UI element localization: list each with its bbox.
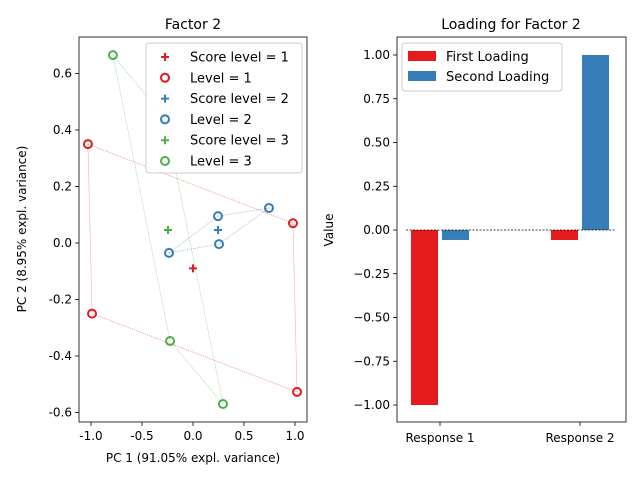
- legend-circle-marker: [160, 72, 170, 83]
- legend-label: Score level = 2: [190, 92, 289, 107]
- legend-plus-marker: [161, 136, 169, 145]
- right-legend: First Loading Second Loading: [401, 42, 563, 92]
- legend-plus-marker: [161, 53, 169, 61]
- y-tick-label: 0.0: [53, 236, 72, 250]
- hull-outline-3: [168, 207, 270, 254]
- score-point: [189, 264, 197, 273]
- y-tick-label: −0.25: [353, 267, 390, 281]
- left-title: Factor 2: [165, 17, 221, 33]
- y-tick-label: 0.00: [363, 223, 390, 237]
- y-tick-label: −1.00: [353, 398, 390, 412]
- level-point: [217, 399, 228, 410]
- legend-circle-marker: [160, 114, 170, 125]
- level-point: [164, 247, 175, 258]
- legend-label: Level = 3: [190, 155, 252, 170]
- bar-plot: Loading for Factor 2 Response 1 Response …: [322, 17, 627, 445]
- y-tick-label: -0.6: [49, 406, 72, 420]
- hull-outline-1: [87, 143, 298, 393]
- level-point: [87, 308, 98, 319]
- level-point: [287, 218, 298, 229]
- legend-plus-marker: [161, 94, 169, 103]
- y-tick-label: 0.75: [363, 92, 390, 106]
- y-tick-label: 0.25: [363, 179, 390, 193]
- y-tick-label: 1.00: [363, 48, 390, 62]
- legend-label: Level = 2: [190, 113, 252, 128]
- y-tick-label: −0.50: [353, 311, 390, 325]
- right-axes-frame: [396, 36, 627, 423]
- bar: [551, 230, 578, 240]
- y-tick-label: -0.2: [49, 293, 72, 307]
- y-tick-label: 0.6: [53, 67, 72, 81]
- left-xlabel: PC 1 (91.05% expl. variance): [106, 451, 280, 465]
- level-point: [292, 386, 303, 397]
- level-point: [107, 50, 118, 61]
- level-point: [82, 139, 93, 150]
- bar: [582, 55, 609, 230]
- right-title: Loading for Factor 2: [441, 17, 581, 33]
- bar: [411, 230, 438, 405]
- bar: [442, 230, 469, 240]
- x-tick-label: 0.5: [234, 429, 253, 443]
- legend-swatch: [408, 71, 436, 81]
- level-point: [165, 336, 176, 347]
- y-tick-label: -0.4: [49, 349, 72, 363]
- legend-label: Second Loading: [446, 70, 549, 85]
- category-label: Response 1: [405, 431, 474, 445]
- category-label: Response 2: [545, 431, 614, 445]
- right-ylabel: Value: [322, 214, 336, 247]
- y-tick-label: 0.50: [363, 136, 390, 150]
- legend-label: Score level = 1: [190, 51, 289, 66]
- legend-swatch: [408, 51, 436, 61]
- level-point: [214, 239, 225, 250]
- level-point: [263, 202, 274, 213]
- left-ylabel: PC 2 (8.95% expl. variance): [15, 146, 29, 313]
- x-tick-label: -0.5: [130, 429, 153, 443]
- score-point: [213, 226, 222, 235]
- legend-circle-marker: [160, 156, 170, 166]
- legend-label: Score level = 3: [190, 134, 289, 149]
- legend-box: [401, 42, 563, 92]
- x-tick-label: -1.0: [79, 429, 102, 443]
- level-point: [212, 211, 223, 222]
- legend-label: Level = 1: [190, 71, 252, 86]
- legend-label: First Loading: [446, 50, 529, 65]
- y-tick-label: 0.2: [53, 180, 72, 194]
- x-tick-label: 0.0: [183, 429, 202, 443]
- score-point: [164, 226, 173, 235]
- y-tick-label: −0.75: [353, 354, 390, 368]
- scatter-plot: Factor 2 -1.0 -0.5 0.0 0.5 1.0 0.6 0.4 0.2 0.0 -0…: [15, 17, 308, 465]
- x-tick-label: 1.0: [285, 429, 304, 443]
- legend-box: [145, 42, 303, 174]
- left-legend: Score level = 1 Level = 1 Score level = 2 L…: [145, 42, 303, 174]
- y-tick-label: 0.4: [53, 123, 72, 137]
